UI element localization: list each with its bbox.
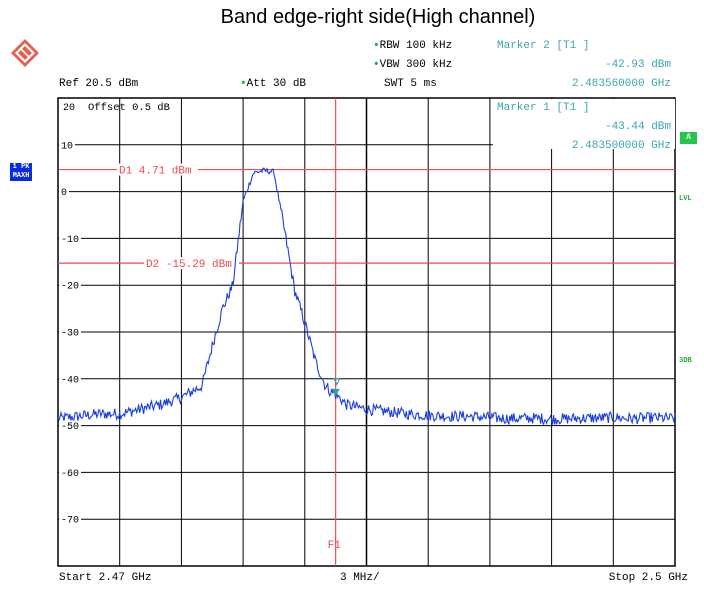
marker2-freq: 2.483560000 GHz [571,78,671,90]
marker1-level: -43.44 dBm [605,121,671,133]
start-freq-label: Start 2.47 GHz [59,572,152,584]
y-tick-label-bg [59,280,81,291]
y-tick-label: -30 [61,329,79,340]
y-tick-label-bg [59,233,81,244]
y-tick-label: -20 [61,282,79,293]
trace-badge-line2: MAXH [12,172,30,180]
stop-freq-label: Stop 2.5 GHz [608,572,688,584]
lvl-label: LVL [679,195,692,203]
marker1-freq: 2.483500000 GHz [572,140,671,152]
marker1-triangle [331,388,340,396]
y-tick-label-bg [59,373,81,384]
y-tick-label-bg [59,186,69,197]
y-tick-label: 10 [61,141,73,152]
att-readout: •Att 30 dB [240,78,307,90]
marker1-label: Marker 1 [T1 ] [497,102,589,114]
rbw-readout: •RBW 100 kHz [373,40,453,52]
y-tick-label: 0 [61,188,67,199]
display-line-label-bg [117,163,198,176]
trace-badge-line1: 1 PK [12,163,30,171]
y-tick-label: -10 [61,235,79,246]
y-tick-label-bg [59,420,81,431]
trace-badge: 1 PK MAXH [10,163,32,181]
vbw-readout: •VBW 300 kHz [373,59,453,71]
spectrum-trace [57,167,676,426]
marker2-label: Marker 2 [T1 ] [497,40,590,52]
div-label: 3 MHz/ [340,572,380,584]
marker2-triangle [333,378,341,386]
y-tick-label: -60 [61,469,79,480]
y-tick-label-bg [59,139,75,150]
y-tick-label: -70 [61,516,79,527]
swt-readout: SWT 5 ms [384,78,437,90]
y-tick-label: -40 [61,375,79,386]
top-gridline-label: 20 [63,103,75,114]
3db-label: 3DB [679,357,692,365]
display-line-label-bg [144,257,239,270]
rohde-schwarz-logo [11,39,39,67]
marker1-box [493,99,675,149]
ref-level: Ref 20.5 dBm [59,78,139,90]
y-tick-label-bg [59,467,81,478]
y-tick-label-bg [59,514,81,525]
marker2-level: -42.93 dBm [604,59,671,71]
y-tick-label: -50 [61,422,79,433]
chart-title: Band edge-right side(High channel) [220,6,536,28]
y-tick-label-bg [59,327,81,337]
a-badge: A [680,132,697,144]
offset-label: Offset 0.5 dB [88,102,170,114]
display-line-label: D2 -15.29 dBm [146,259,232,271]
display-line-label: D1 4.71 dBm [119,166,192,178]
f1-label: F1 [328,540,342,552]
